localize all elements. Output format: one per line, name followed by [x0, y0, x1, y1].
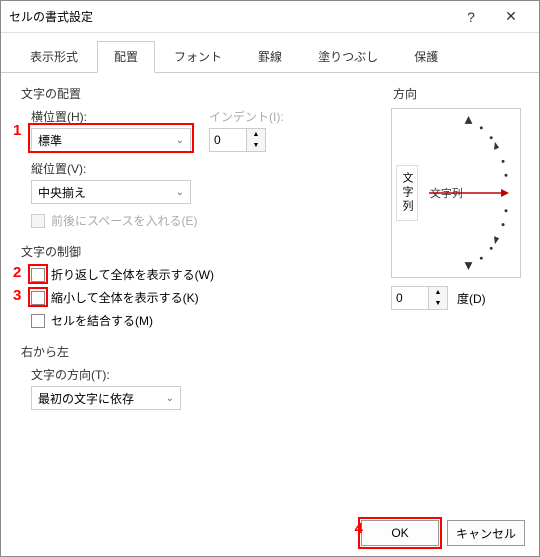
- tab-number[interactable]: 表示形式: [13, 41, 95, 72]
- shrink-label: 縮小して全体を表示する(K): [51, 289, 199, 306]
- orientation-group-label: 方向: [391, 85, 521, 102]
- tab-bar: 表示形式 配置 フォント 罫線 塗りつぶし 保護: [1, 33, 539, 73]
- help-button[interactable]: ?: [451, 3, 491, 31]
- tab-content: 文字の配置 1 横位置(H): 標準 ⌄: [1, 73, 539, 510]
- degree-down[interactable]: ▼: [429, 298, 447, 309]
- vertical-label: 縦位置(V):: [31, 160, 379, 177]
- indent-spinner[interactable]: ▲ ▼: [209, 128, 269, 152]
- tab-border[interactable]: 罫線: [241, 41, 299, 72]
- rtl-group: 右から左 文字の方向(T): 最初の文字に依存 ⌄: [19, 343, 379, 410]
- annotation-2: 2: [13, 264, 21, 281]
- orientation-control[interactable]: 文字列: [391, 108, 521, 278]
- orientation-vertical-text[interactable]: 文字列: [396, 165, 418, 221]
- indent-down[interactable]: ▼: [247, 140, 265, 151]
- control-group-label: 文字の制御: [19, 243, 379, 260]
- direction-select[interactable]: 最初の文字に依存 ⌄: [31, 386, 181, 410]
- ok-button[interactable]: OK: [361, 520, 439, 546]
- merge-checkbox[interactable]: [31, 314, 45, 328]
- chevron-down-icon: ⌄: [166, 393, 174, 404]
- indent-up[interactable]: ▲: [247, 129, 265, 140]
- tab-font[interactable]: フォント: [157, 41, 239, 72]
- close-button[interactable]: ✕: [491, 3, 531, 31]
- tab-alignment[interactable]: 配置: [97, 41, 155, 73]
- degree-spinner[interactable]: ▲ ▼: [391, 286, 451, 310]
- dialog-footer: 4 OK キャンセル: [1, 510, 539, 556]
- wrap-checkbox[interactable]: [31, 268, 45, 282]
- text-alignment-group: 文字の配置 1 横位置(H): 標準 ⌄: [19, 85, 379, 229]
- dialog-title: セルの書式設定: [9, 8, 451, 25]
- degree-label: 度(D): [457, 290, 486, 307]
- justify-checkbox: [31, 214, 45, 228]
- chevron-down-icon: ⌄: [176, 187, 184, 198]
- tab-fill[interactable]: 塗りつぶし: [301, 41, 395, 72]
- cancel-button[interactable]: キャンセル: [447, 520, 525, 546]
- indent-label: インデント(I):: [209, 108, 284, 125]
- horizontal-value: 標準: [38, 132, 62, 149]
- tab-protection[interactable]: 保護: [397, 41, 455, 72]
- merge-label: セルを結合する(M): [51, 312, 153, 329]
- orientation-arc[interactable]: 文字列: [422, 114, 515, 272]
- direction-label: 文字の方向(T):: [31, 366, 379, 383]
- chevron-down-icon: ⌄: [176, 135, 184, 146]
- rtl-group-label: 右から左: [19, 343, 379, 360]
- vertical-value: 中央揃え: [38, 184, 86, 201]
- wrap-label: 折り返して全体を表示する(W): [51, 266, 214, 283]
- annotation-1: 1: [13, 122, 21, 139]
- alignment-group-label: 文字の配置: [19, 85, 379, 102]
- degree-input[interactable]: [391, 286, 429, 310]
- direction-value: 最初の文字に依存: [38, 390, 134, 407]
- horizontal-label: 横位置(H):: [31, 108, 191, 125]
- shrink-checkbox[interactable]: [31, 291, 45, 305]
- indent-input[interactable]: [209, 128, 247, 152]
- vertical-select[interactable]: 中央揃え ⌄: [31, 180, 191, 204]
- orientation-horiz-text: 文字列: [430, 186, 463, 200]
- degree-up[interactable]: ▲: [429, 287, 447, 298]
- titlebar: セルの書式設定 ? ✕: [1, 1, 539, 33]
- horizontal-select[interactable]: 標準 ⌄: [31, 128, 191, 152]
- text-control-group: 文字の制御 2 折り返して全体を表示する(W) 3 縮小して全体を表示する(K): [19, 243, 379, 329]
- justify-label: 前後にスペースを入れる(E): [51, 212, 198, 229]
- annotation-4: 4: [355, 520, 363, 537]
- format-cells-dialog: セルの書式設定 ? ✕ 表示形式 配置 フォント 罫線 塗りつぶし 保護 文字の…: [0, 0, 540, 557]
- annotation-3: 3: [13, 287, 21, 304]
